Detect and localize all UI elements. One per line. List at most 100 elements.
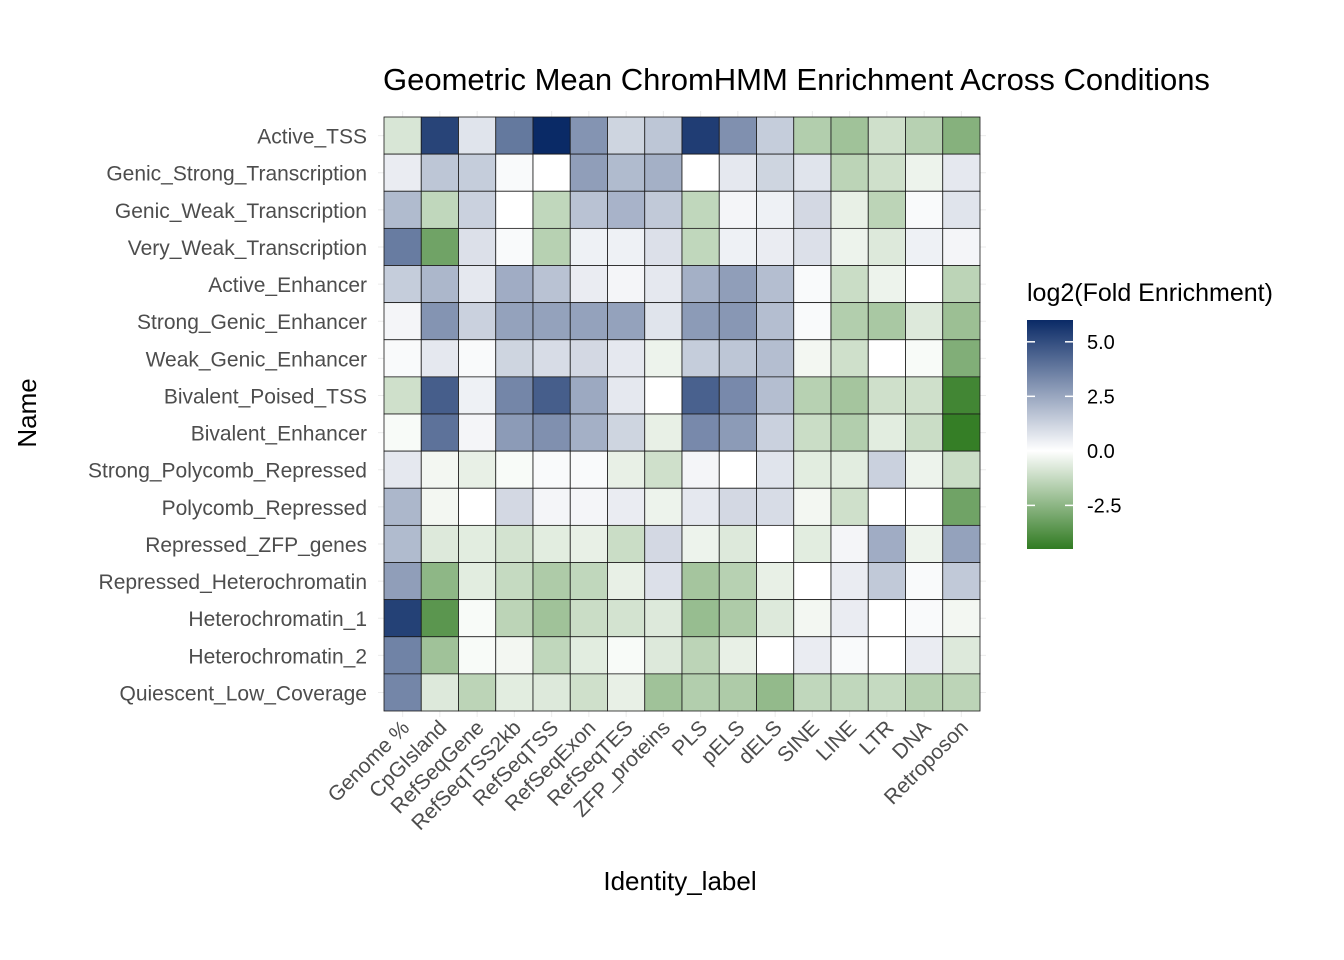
heatmap-cell [607,153,646,192]
heatmap-cell [830,227,869,266]
heatmap-cell [793,227,832,266]
heatmap-cell [942,413,981,452]
heatmap-cell [942,227,981,266]
heatmap-cell [644,190,683,229]
legend-tick-label: -2.5 [1087,495,1121,517]
heatmap-cell [905,524,944,563]
heatmap-cell [495,599,534,638]
y-tick-label: Heterochromatin_1 [188,608,367,631]
x-tick-labels: Genome %CpGIslandRefSeqGeneRefSeqTSS2kbR… [324,716,973,835]
heatmap-cell [644,227,683,266]
heatmap-cell [644,339,683,378]
heatmap-cell [718,524,757,563]
heatmap-cell [681,413,720,452]
heatmap-cell [718,227,757,266]
heatmap-cell [830,190,869,229]
heatmap-cell [756,524,795,563]
heatmap-cell [383,636,422,675]
heatmap-cell [532,339,571,378]
y-tick-label: Quiescent_Low_Coverage [120,682,368,705]
heatmap-cell [383,413,422,452]
heatmap-cell [495,153,534,192]
heatmap-cell [681,599,720,638]
y-tick-label: Repressed_ZFP_genes [145,534,367,557]
heatmap-cell [420,487,459,526]
y-tick-label: Polycomb_Repressed [162,497,367,520]
heatmap-cell [569,450,608,489]
heatmap-cell [905,487,944,526]
heatmap-cell [905,339,944,378]
y-tick-labels: Active_TSS Genic_Strong_Transcription Geni… [88,126,367,706]
heatmap-cell [718,673,757,712]
heatmap-cell [942,302,981,341]
x-tick-label: LTR [855,716,898,759]
heatmap-cell [718,339,757,378]
heatmap-cell [495,524,534,563]
heatmap-cell [756,562,795,601]
heatmap-cell [681,190,720,229]
heatmap-cell [420,265,459,304]
heatmap-cell [383,450,422,489]
legend-tick-label: 0.0 [1087,441,1115,463]
heatmap-cell [420,116,459,155]
heatmap-cell [569,376,608,415]
heatmap-cell [532,487,571,526]
heatmap-cell [681,450,720,489]
heatmap-cell [830,599,869,638]
heatmap-cell [644,673,683,712]
heatmap-cell [905,265,944,304]
heatmap-cell [830,450,869,489]
heatmap-cell [383,153,422,192]
heatmap-cell [607,190,646,229]
heatmap-cell [867,413,906,452]
heatmap-cell [793,302,832,341]
heatmap-cell [644,376,683,415]
heatmap-cell [867,376,906,415]
heatmap-cell [681,302,720,341]
y-tick-label: Heterochromatin_2 [188,645,367,668]
heatmap-cell [420,450,459,489]
heatmap-cell [756,673,795,712]
heatmap-cell [383,376,422,415]
heatmap-cell [458,265,497,304]
heatmap-cell [569,413,608,452]
heatmap-cell [458,524,497,563]
heatmap-cell [681,227,720,266]
heatmap-cell [718,265,757,304]
heatmap-cell [644,636,683,675]
heatmap-cell [793,339,832,378]
heatmap-cell [830,413,869,452]
heatmap-cell [830,116,869,155]
heatmap-cell [458,450,497,489]
heatmap-cell [830,153,869,192]
heatmap-cell [420,524,459,563]
heatmap-cell [867,636,906,675]
legend-colorbar [1027,320,1073,549]
heatmap-cell [905,190,944,229]
heatmap-cell [607,450,646,489]
heatmap-cell [569,227,608,266]
heatmap-cell [644,265,683,304]
heatmap-cell [420,339,459,378]
heatmap-cell [532,190,571,229]
heatmap-cell [942,190,981,229]
heatmap-cell [830,487,869,526]
heatmap-cell [830,339,869,378]
heatmap-cell [569,116,608,155]
heatmap-cell [495,265,534,304]
heatmap-cell [942,153,981,192]
heatmap-cell [793,116,832,155]
y-tick-label: Bivalent_Enhancer [191,423,367,446]
heatmap-cell [495,413,534,452]
heatmap-cell [756,153,795,192]
heatmap-cell [607,562,646,601]
heatmap-cell [420,153,459,192]
heatmap-cell [718,153,757,192]
heatmap-cell [607,116,646,155]
heatmap-cell [383,265,422,304]
heatmap-cell [607,636,646,675]
heatmap-cell [458,302,497,341]
heatmap-cell [383,562,422,601]
heatmap-cell [383,116,422,155]
heatmap-cell [458,227,497,266]
